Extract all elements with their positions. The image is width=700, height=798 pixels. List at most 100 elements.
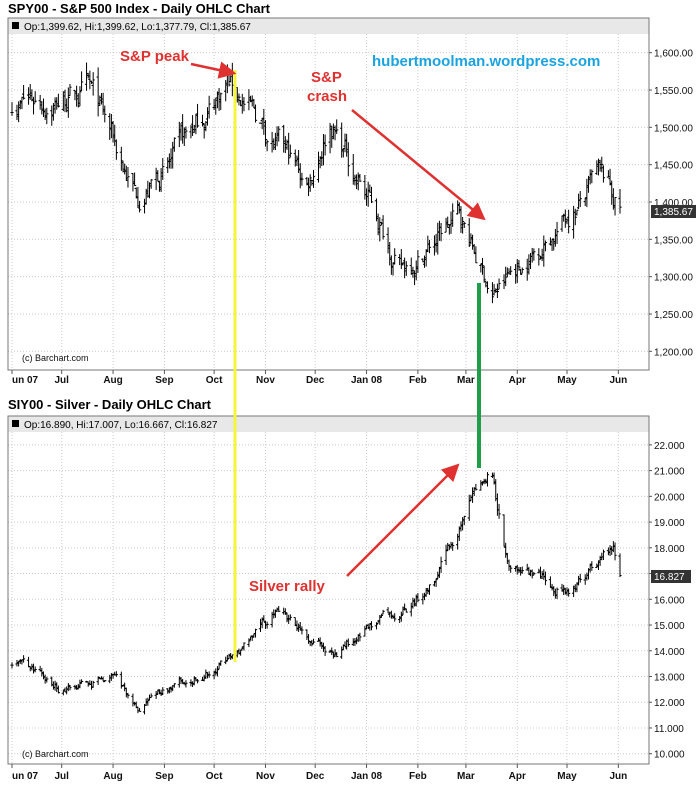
ohlc-bar: [369, 621, 374, 631]
x-tick-label: Dec: [306, 375, 325, 386]
ohlc-bar: [277, 605, 281, 613]
ohlc-bar: [439, 222, 443, 242]
x-tick-label: Nov: [256, 771, 275, 782]
y-tick-label: 14.000: [654, 647, 685, 658]
x-tick-label: Aug: [103, 771, 122, 782]
ohlc-bar: [335, 119, 339, 134]
ohlc-bar: [462, 222, 466, 228]
ohlc-bar: [310, 639, 314, 647]
ohlc-bar: [374, 622, 379, 630]
ohlc-bar: [219, 92, 223, 111]
ohlc-bar: [601, 549, 606, 561]
x-tick-label: un 07: [12, 771, 39, 782]
ohlc-bar: [103, 105, 107, 123]
ohlc-bar: [10, 102, 14, 116]
ohlc-bar: [427, 239, 432, 254]
sp500-header: Op:1,399.62, Hi:1,399.62, Lo:1,377.79, C…: [24, 22, 251, 33]
ohlc-bar: [590, 169, 594, 184]
sp500-last-value: 1,385.67: [654, 207, 693, 218]
ohlc-bar: [195, 679, 200, 684]
ohlc-bar: [21, 655, 26, 663]
ohlc-bar: [404, 261, 408, 276]
ohlc-bar: [451, 203, 455, 227]
ohlc-bar: [358, 173, 362, 182]
sp500-header-bar: [8, 18, 649, 34]
x-tick-label: Sep: [155, 771, 173, 782]
ohlc-bar: [346, 142, 350, 177]
ohlc-bar: [573, 208, 577, 226]
ohlc-bar: [237, 93, 241, 106]
ohlc-bar: [195, 103, 200, 128]
ohlc-bar: [416, 593, 420, 603]
ohlc-bar: [288, 614, 292, 621]
ohlc-bar: [114, 671, 118, 677]
ohlc-bar: [578, 191, 582, 208]
x-tick-label: Sep: [155, 375, 173, 386]
silver-panel: SIY00 - Silver - Daily OHLC Chart Op:16.…: [7, 397, 691, 782]
x-tick-label: Apr: [509, 375, 526, 386]
ohlc-bar: [323, 134, 327, 156]
ohlc-bar: [509, 565, 513, 573]
y-tick-label: 15.000: [654, 621, 685, 632]
x-tick-label: Feb: [409, 375, 427, 386]
ohlc-bar: [287, 132, 291, 165]
x-tick-label: Dec: [306, 771, 325, 782]
ohlc-bar: [172, 683, 176, 688]
ohlc-bar: [462, 515, 466, 526]
x-tick-label: Mar: [457, 375, 475, 386]
ohlc-bar: [485, 281, 490, 294]
ohlc-bar: [263, 120, 268, 147]
silver-header: Op:16.890, Hi:17.007, Lo:16.667, Cl:16.8…: [24, 420, 218, 431]
ohlc-bar: [520, 566, 524, 574]
ohlc-bar: [184, 126, 188, 139]
watermark: hubertmoolman.wordpress.com: [372, 53, 600, 70]
ohlc-bar: [393, 613, 397, 622]
ohlc-bar: [495, 283, 500, 298]
ohlc-bar: [288, 144, 292, 158]
ohlc-bar: [56, 93, 60, 108]
ohlc-bar: [219, 660, 223, 666]
ohlc-bar: [474, 246, 478, 264]
ohlc-bar: [132, 172, 137, 187]
ohlc-bar: [265, 621, 269, 629]
ohlc-bar: [146, 697, 150, 706]
ohlc-bar: [137, 707, 142, 712]
y-tick-label: 1,300.00: [654, 273, 693, 284]
ohlc-bar: [461, 216, 465, 234]
x-tick-label: Nov: [256, 375, 275, 386]
ohlc-bar: [330, 647, 334, 656]
ohlc-bar: [10, 662, 14, 669]
ohlc-bar: [497, 278, 501, 290]
x-tick-label: Aug: [103, 375, 122, 386]
silver-header-bar: [8, 416, 649, 432]
ohlc-bar: [242, 97, 246, 112]
ohlc-bar: [126, 166, 130, 188]
silver-title: SIY00 - Silver - Daily OHLC Chart: [8, 397, 212, 412]
ohlc-bar: [369, 186, 374, 204]
x-tick-label: Jan 08: [351, 771, 383, 782]
silver-x-axis: un 07 Jul Aug Sep Oct Nov Dec Jan 08 Feb Mar Apr Ma…: [11, 764, 627, 782]
ohlc-bar: [600, 156, 604, 173]
ohlc-bar: [78, 86, 82, 107]
ohlc-bar: [265, 139, 269, 152]
ohlc-bar: [399, 611, 403, 622]
x-tick-label: Oct: [206, 375, 223, 386]
y-tick-label: 1,250.00: [654, 310, 693, 321]
ohlc-bar: [66, 87, 70, 118]
ohlc-bar: [381, 609, 385, 615]
ohlc-bar: [520, 267, 524, 274]
ohlc-bar: [427, 584, 432, 595]
ohlc-bar: [434, 578, 438, 587]
x-tick-label: Jul: [54, 771, 69, 782]
ohlc-bar: [346, 638, 350, 647]
silver-rally-label: Silver rally: [249, 578, 326, 595]
y-tick-label: 1,550.00: [654, 86, 693, 97]
ohlc-bar: [45, 107, 49, 125]
sp500-panel: SPY00 - S&P 500 Index - Daily OHLC Chart…: [7, 1, 696, 386]
ohlc-bar: [323, 646, 327, 656]
ohlc-bar: [381, 215, 385, 240]
sp-peak-label: S&P peak: [120, 48, 190, 65]
ohlc-bar: [404, 608, 408, 613]
ohlc-bar: [567, 209, 571, 234]
